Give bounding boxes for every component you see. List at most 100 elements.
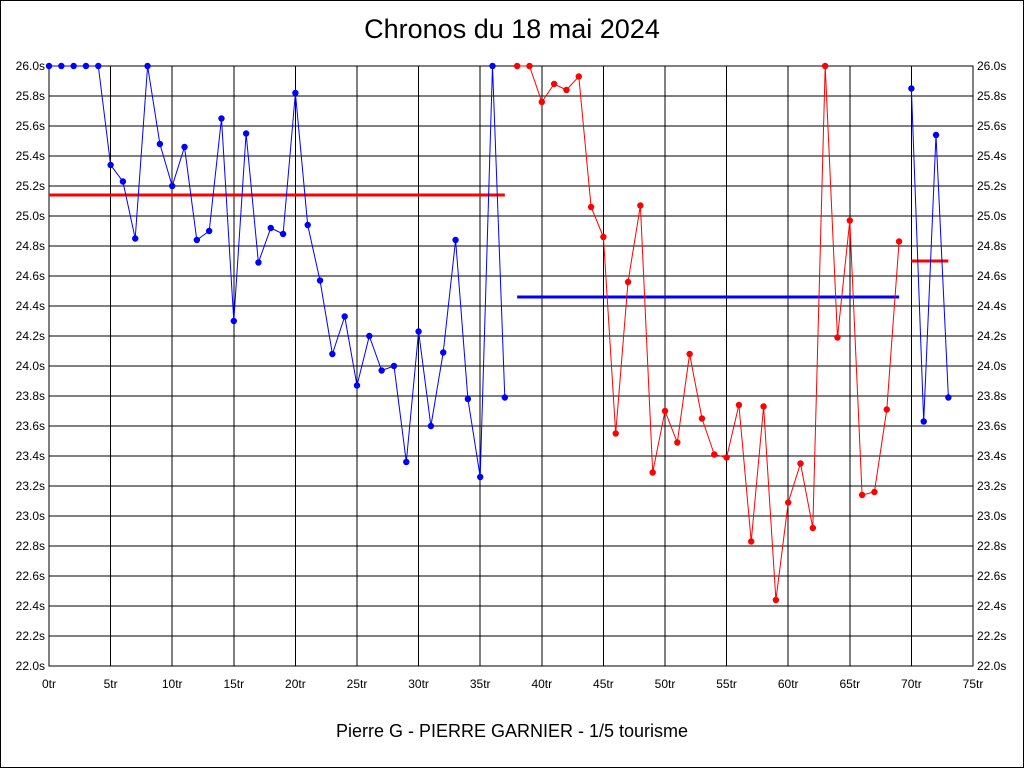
y-tick-label-right: 22.2s	[977, 629, 1006, 643]
y-tick-label: 24.4s	[16, 299, 45, 313]
series-line	[49, 65, 506, 478]
x-tick-label: 5tr	[104, 677, 118, 691]
y-tick-label: 25.6s	[16, 119, 45, 133]
x-tick-label: 0tr	[42, 677, 56, 691]
data-point	[698, 415, 706, 422]
data-point	[513, 62, 521, 70]
y-tick-label: 25.4s	[16, 149, 45, 163]
y-tick-label-right: 22.4s	[977, 599, 1006, 613]
y-tick-label: 22.4s	[16, 599, 45, 613]
data-point	[292, 89, 299, 97]
y-tick-label-right: 23.8s	[977, 389, 1006, 403]
data-point	[316, 277, 324, 284]
data-point	[772, 596, 780, 604]
y-tick-label: 25.0s	[16, 209, 45, 223]
y-tick-label: 23.0s	[16, 509, 45, 523]
data-point	[58, 62, 65, 70]
y-tick-label: 23.8s	[16, 389, 45, 403]
x-tick-label: 40tr	[531, 677, 552, 691]
data-point	[674, 439, 681, 446]
data-point	[834, 334, 841, 341]
data-point	[156, 140, 164, 148]
y-tick-label-right: 23.2s	[977, 479, 1006, 493]
data-point	[883, 406, 890, 413]
y-tick-label-right: 24.8s	[977, 239, 1006, 253]
y-tick-label: 22.8s	[16, 539, 45, 553]
data-point	[181, 143, 188, 151]
data-point	[107, 161, 114, 169]
y-tick-label-right: 24.0s	[977, 359, 1006, 373]
x-tick-label: 10tr	[162, 677, 183, 691]
data-point	[920, 418, 927, 425]
data-point	[427, 422, 435, 430]
data-point	[932, 131, 940, 139]
data-point	[218, 115, 225, 122]
data-point	[538, 98, 545, 106]
y-tick-label-right: 25.4s	[977, 149, 1006, 163]
y-tick-label-right: 23.0s	[977, 509, 1006, 523]
x-tick-label: 30tr	[408, 677, 429, 691]
data-point	[230, 317, 237, 325]
y-tick-label: 23.2s	[16, 479, 45, 493]
data-point	[390, 362, 398, 370]
data-point	[403, 458, 410, 466]
y-tick-label-right: 22.6s	[977, 569, 1006, 583]
data-point	[563, 86, 570, 94]
data-point	[119, 178, 127, 185]
y-tick-label: 23.6s	[16, 419, 45, 433]
y-tick-label: 25.8s	[16, 89, 45, 103]
y-tick-label: 22.0s	[16, 659, 45, 673]
data-point	[711, 451, 718, 458]
y-tick-label-right: 22.8s	[977, 539, 1006, 553]
x-tick-label: 60tr	[778, 677, 799, 691]
data-point	[858, 491, 866, 499]
data-point	[242, 130, 250, 137]
y-tick-label: 24.6s	[16, 269, 45, 283]
data-point	[735, 401, 743, 409]
data-point	[366, 332, 373, 340]
chart-title: Chronos du 18 mai 2024	[364, 14, 660, 44]
data-point	[378, 367, 385, 374]
data-point	[144, 62, 151, 70]
y-tick-label: 22.2s	[16, 629, 45, 643]
x-tick-label: 75tr	[963, 677, 984, 691]
data-point	[279, 230, 287, 238]
y-tick-label-right: 25.6s	[977, 119, 1006, 133]
y-tick-label: 22.6s	[16, 569, 45, 583]
data-point	[723, 454, 730, 461]
data-point	[304, 221, 311, 229]
y-tick-label-right: 25.8s	[977, 89, 1006, 103]
x-tick-label: 35tr	[470, 677, 491, 691]
data-point	[760, 403, 767, 410]
x-tick-label: 15tr	[223, 677, 244, 691]
y-tick-label-right: 25.2s	[977, 179, 1006, 193]
data-point	[70, 62, 77, 70]
y-tick-label-right: 25.0s	[977, 209, 1006, 223]
data-point	[489, 62, 496, 70]
y-tick-label-right: 26.0s	[977, 59, 1006, 73]
data-point	[587, 203, 595, 211]
y-tick-label: 23.4s	[16, 449, 45, 463]
y-tick-label-right: 24.4s	[977, 299, 1006, 313]
data-point	[415, 328, 422, 335]
data-point	[353, 382, 361, 389]
data-point	[637, 202, 644, 209]
y-tick-label: 24.0s	[16, 359, 45, 373]
data-point	[624, 278, 632, 286]
data-point	[661, 407, 669, 415]
series-line	[517, 65, 900, 601]
y-tick-label: 24.8s	[16, 239, 45, 253]
data-point	[477, 473, 484, 481]
data-point	[945, 394, 952, 401]
y-tick-label-right: 24.6s	[977, 269, 1006, 283]
data-point	[329, 350, 336, 358]
x-tick-label: 25tr	[347, 677, 368, 691]
data-point	[821, 62, 829, 70]
data-point	[464, 395, 472, 403]
y-tick-label-right: 22.0s	[977, 659, 1006, 673]
y-tick-label-right: 23.6s	[977, 419, 1006, 433]
chart-footer: Pierre G - PIERRE GARNIER - 1/5 tourisme	[335, 721, 689, 741]
x-tick-label: 70tr	[901, 677, 922, 691]
data-point	[871, 488, 878, 496]
